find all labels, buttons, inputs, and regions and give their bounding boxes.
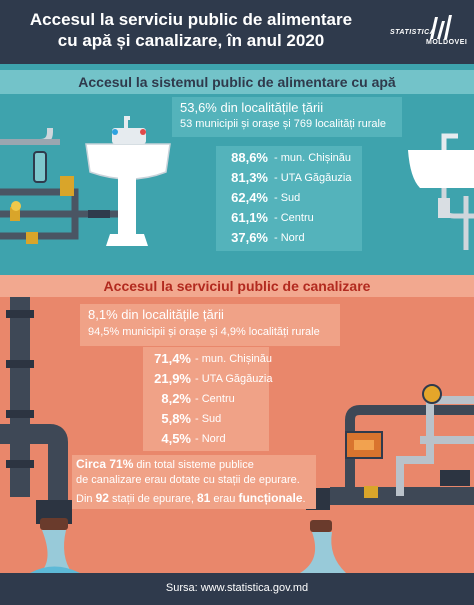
title-line-2: cu apă și canalizare, în anul 2020: [57, 31, 325, 50]
region-percent: 62,4%: [231, 190, 268, 205]
region-percent: 4,5%: [161, 431, 191, 446]
note-line-3: Din 92 stații de epurare, 81 erau funcți…: [76, 491, 306, 505]
region-label: - UTA Găgăuzia: [274, 172, 352, 184]
note-text: erau: [210, 493, 239, 505]
water-summary-detail: 53 municipii și orașe și 769 localități …: [180, 118, 387, 130]
water-summary-headline: 53,6% din localitățile țării: [180, 100, 324, 115]
sewer-pipes-left-illustration: [0, 297, 80, 573]
region-percent: 5,8%: [161, 411, 191, 426]
region-label: - Sud: [274, 192, 301, 204]
list-item: 5,8% - Sud: [143, 409, 269, 429]
note-text: din total sisteme publice: [133, 459, 254, 471]
footer: [0, 573, 474, 605]
region-label: - Sud: [195, 413, 222, 425]
region-label: - mun. Chișinău: [195, 353, 273, 365]
note-bold-count: 92: [95, 491, 109, 505]
region-label: - mun. Chișinău: [274, 152, 352, 164]
logo-bars-icon: [430, 15, 452, 39]
note-text: .: [302, 493, 306, 505]
list-item: 71,4% - mun. Chișinău: [143, 349, 273, 369]
source-text: Sursa: www.statistica.gov.md: [165, 582, 309, 594]
list-item: 21,9% - UTA Găgăuzia: [143, 369, 273, 389]
list-item: 61,1% - Centru: [216, 208, 362, 228]
note-line-1: Circa 71% din total sisteme publice: [76, 457, 254, 471]
region-percent: 88,6%: [231, 150, 268, 165]
water-title-band: [0, 70, 474, 94]
region-label: - Centru: [195, 393, 235, 405]
sewer-summary-box: 8,1% din localitățile țării 94,5% munici…: [80, 304, 340, 346]
list-item: 81,3% - UTA Găgăuzia: [216, 168, 362, 188]
sewer-summary-headline: 8,1% din localitățile țării: [88, 307, 224, 322]
sewer-summary-detail: 94,5% municipii și orașe și 4,9% localit…: [88, 326, 320, 338]
region-label: - UTA Găgăuzia: [195, 373, 273, 385]
region-percent: 71,4%: [154, 351, 191, 366]
list-item: 8,2% - Centru: [143, 389, 269, 409]
note-bold-share: Circa 71%: [76, 457, 134, 471]
sewer-section-title: Accesul la serviciul public de canalizar…: [103, 278, 371, 294]
list-item: 62,4% - Sud: [216, 188, 362, 208]
water-pipes-illustration: [0, 128, 128, 244]
note-text: stații de epurare,: [108, 493, 197, 505]
statistica-logo: STATISTICA MOLDOVEI: [382, 13, 468, 53]
sewer-note-box: Circa 71% din total sisteme publice de c…: [72, 455, 316, 509]
region-percent: 61,1%: [231, 210, 268, 225]
note-line-2: de canalizare erau dotate cu stații de e…: [76, 474, 300, 486]
logo-text-bottom: MOLDOVEI: [426, 39, 468, 46]
note-bold-count: 81: [196, 491, 211, 505]
region-label: - Centru: [274, 212, 314, 224]
list-item: 88,6% - mun. Chișinău: [216, 148, 362, 168]
list-item: 37,6% - Nord: [216, 228, 362, 248]
logo-text-top: STATISTICA: [390, 29, 436, 36]
sewer-regions-list: 71,4% - mun. Chișinău 21,9% - UTA Găgăuz…: [143, 347, 273, 451]
title-line-1: Accesul la serviciu public de alimentare: [29, 10, 353, 29]
water-section-title: Accesul la sistemul public de alimentare…: [78, 74, 396, 90]
note-bold-word: funcționale: [238, 491, 303, 505]
sink-left-illustration: [85, 116, 171, 246]
sink-right-illustration: [408, 133, 474, 250]
page-title: Accesul la serviciu public de alimentare…: [16, 9, 366, 51]
header: [0, 0, 474, 64]
sewer-title-band: [0, 275, 474, 297]
region-percent: 21,9%: [154, 371, 191, 386]
region-label: - Nord: [274, 232, 305, 244]
region-percent: 37,6%: [231, 230, 268, 245]
region-percent: 81,3%: [231, 170, 268, 185]
sewer-pipes-right-illustration: [300, 384, 474, 573]
region-percent: 8,2%: [161, 391, 191, 406]
list-item: 4,5% - Nord: [143, 429, 269, 449]
note-text: Din: [76, 493, 96, 505]
water-regions-list: 88,6% - mun. Chișinău 81,3% - UTA Găgăuz…: [216, 146, 362, 251]
water-summary-box: 53,6% din localitățile țării 53 municipi…: [172, 97, 402, 137]
region-label: - Nord: [195, 433, 226, 445]
